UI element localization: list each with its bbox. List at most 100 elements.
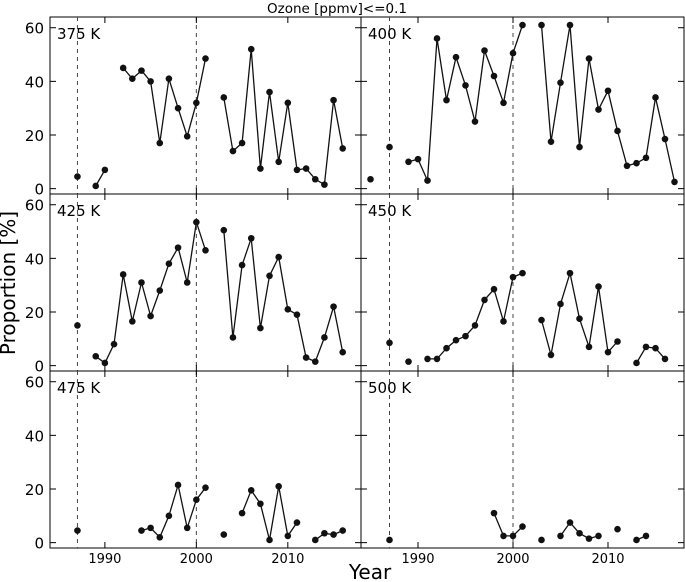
data-point (257, 324, 264, 332)
data-point (500, 532, 507, 540)
y-tick-label: 60 (25, 374, 44, 392)
data-point (156, 533, 164, 541)
panel-2: 400 K (360, 16, 685, 195)
data-point (275, 158, 282, 166)
data-point (576, 529, 583, 537)
panels: 0 20 40 60 375 K 400 K 0 20 40 60 425 K 450 K 0 20 40 6… (25, 16, 685, 567)
data-point (595, 532, 602, 540)
data-point (519, 523, 526, 530)
series-line (493, 512, 647, 541)
data-point (405, 158, 412, 166)
panel-4: 450 K (360, 193, 685, 372)
data-point (293, 519, 301, 526)
data-point (275, 483, 282, 490)
data-point (633, 359, 640, 367)
y-tick-label: 0 (34, 181, 44, 199)
y-tick-label: 20 (25, 304, 44, 322)
data-point (321, 181, 328, 188)
data-point (490, 509, 498, 517)
data-point (220, 226, 228, 234)
data-point (509, 49, 517, 57)
data-point (165, 75, 173, 82)
data-point (519, 269, 526, 277)
data-point (614, 338, 621, 345)
x-tick-label: 2010 (271, 552, 304, 567)
data-point (220, 531, 228, 538)
data-point (119, 271, 127, 278)
data-point (566, 519, 574, 526)
data-point (284, 306, 292, 313)
data-point (147, 78, 154, 85)
panel-frame (360, 370, 685, 549)
data-point (633, 159, 640, 167)
data-point (92, 182, 100, 190)
data-point (129, 75, 136, 82)
data-point (424, 355, 431, 363)
panel-frame (360, 193, 685, 372)
y-tick-label: 40 (25, 250, 44, 268)
data-point (321, 529, 328, 537)
panel-frame (49, 193, 362, 372)
data-point (330, 303, 337, 310)
data-point (302, 165, 310, 172)
data-point (433, 35, 441, 42)
data-point (74, 527, 81, 534)
data-point (330, 531, 337, 538)
panel-label: 475 K (57, 379, 101, 397)
data-point (614, 127, 621, 135)
data-point (147, 312, 154, 320)
data-point (519, 21, 526, 29)
y-tick-label: 40 (25, 427, 44, 445)
panel-3: 0 20 40 60 425 K (25, 193, 362, 376)
data-point (500, 99, 507, 107)
data-point (339, 527, 347, 534)
data-point (471, 118, 479, 125)
data-point (174, 481, 182, 489)
data-point (266, 88, 273, 96)
series-line (408, 24, 676, 183)
data-point (284, 532, 292, 540)
data-point (330, 96, 337, 104)
figure-title: Ozone [ppmv]<=0.1 (267, 1, 407, 17)
data-point (500, 318, 507, 325)
data-point (156, 139, 164, 147)
data-point (471, 322, 479, 329)
data-point (557, 300, 564, 308)
y-tick-label: 0 (34, 535, 44, 553)
panel-label: 375 K (57, 25, 101, 43)
data-point (566, 269, 574, 277)
data-point (367, 175, 374, 183)
panel-frame (49, 370, 362, 549)
data-point (443, 96, 450, 104)
data-point (576, 315, 583, 323)
data-point (481, 47, 488, 54)
data-point (462, 332, 469, 340)
data-point (661, 135, 669, 143)
data-point (119, 64, 127, 72)
data-point (481, 296, 488, 304)
panel-label: 500 K (368, 379, 412, 397)
panel-frame (360, 16, 685, 195)
data-point (509, 532, 517, 540)
y-axis-label: Proportion [%] (0, 211, 20, 355)
data-point (321, 334, 328, 341)
data-point (433, 355, 441, 363)
data-point (101, 166, 109, 174)
data-point (156, 287, 164, 294)
data-point (652, 94, 659, 101)
data-point (557, 532, 564, 540)
data-point (405, 358, 412, 365)
data-point (247, 45, 255, 53)
data-point (642, 154, 650, 162)
data-point (585, 535, 593, 542)
data-point (566, 21, 574, 29)
data-point (614, 525, 621, 533)
data-point (138, 67, 145, 74)
data-point (452, 53, 460, 61)
data-point (595, 106, 602, 113)
panel-frame (49, 16, 362, 195)
panel-label: 400 K (368, 25, 412, 43)
x-axis-label: Year (348, 560, 392, 582)
data-point (174, 244, 182, 251)
